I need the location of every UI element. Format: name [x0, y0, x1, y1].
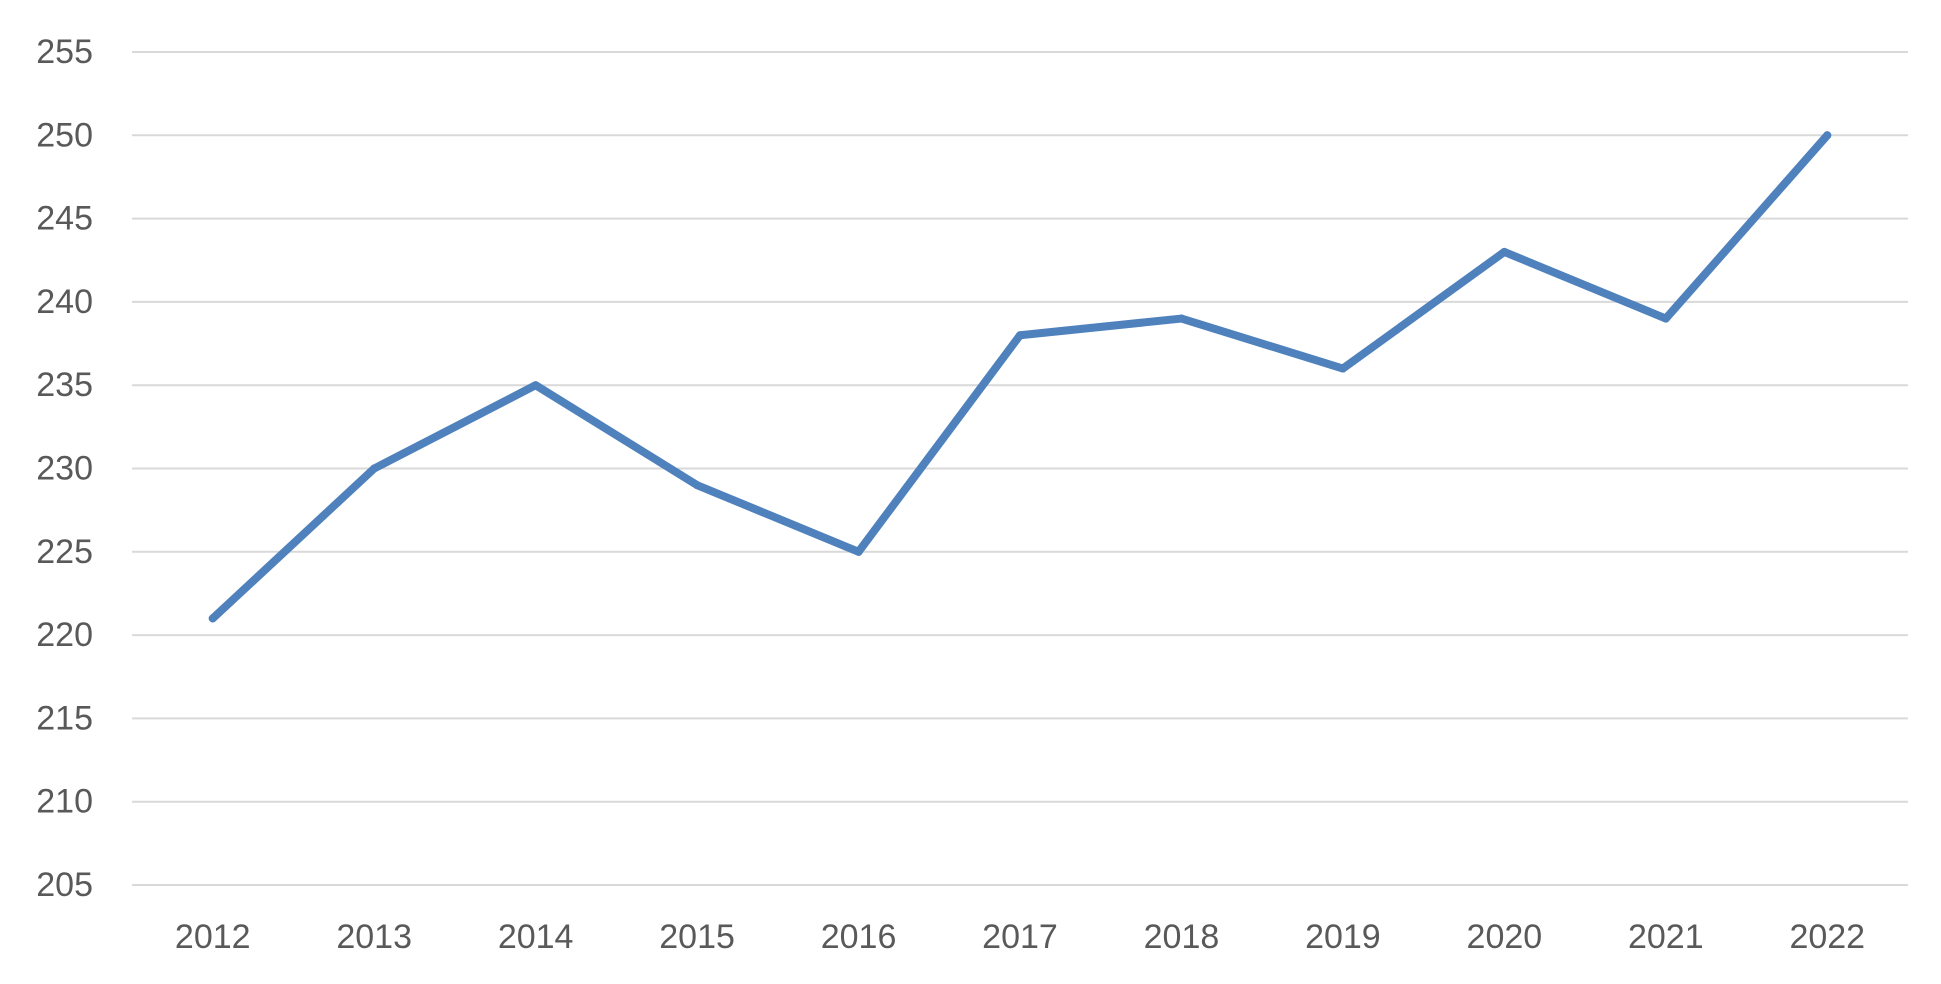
x-tick-label: 2017	[982, 918, 1058, 956]
y-tick-label: 225	[36, 533, 93, 571]
data-point-2015	[693, 481, 702, 490]
data-point-2016	[854, 547, 863, 556]
data-point-2020	[1500, 247, 1509, 256]
data-point-2017	[1016, 331, 1024, 340]
x-tick-label: 2021	[1628, 918, 1704, 956]
x-tick-label: 2015	[659, 918, 735, 956]
y-tick-label: 240	[36, 283, 93, 321]
x-tick-label: 2019	[1305, 918, 1381, 956]
x-tick-label: 2018	[1144, 918, 1220, 956]
data-point-2013	[370, 464, 379, 473]
x-axis-ticks: 2012 2013 2014 2015 2016 2017 2018 2019 2020 2021…	[175, 918, 1865, 956]
y-tick-label: 205	[36, 866, 93, 904]
y-tick-label: 250	[36, 116, 93, 154]
gridlines	[132, 51, 1908, 886]
y-tick-label: 235	[36, 366, 93, 404]
series-layer	[208, 131, 1832, 623]
data-point-2014	[531, 381, 540, 390]
y-tick-label: 210	[36, 783, 93, 821]
y-axis-ticks: 205 210 215 220 225 230 235 240 245 250 255	[36, 33, 93, 904]
y-tick-label: 215	[36, 699, 93, 737]
y-tick-label: 230	[36, 450, 93, 488]
data-point-2021	[1661, 314, 1670, 323]
data-point-2022	[1823, 131, 1832, 140]
data-point-2019	[1338, 364, 1347, 373]
y-tick-label: 245	[36, 200, 93, 238]
y-tick-label: 220	[36, 616, 93, 654]
x-tick-label: 2012	[175, 918, 251, 956]
x-tick-label: 2013	[336, 918, 412, 956]
x-tick-label: 2016	[821, 918, 897, 956]
x-tick-label: 2022	[1789, 918, 1865, 956]
x-tick-label: 2020	[1467, 918, 1543, 956]
data-point-2012	[208, 614, 217, 623]
series-line-0	[208, 131, 1832, 623]
data-point-2018	[1177, 314, 1186, 323]
x-tick-label: 2014	[498, 918, 574, 956]
y-tick-label: 255	[36, 33, 93, 71]
